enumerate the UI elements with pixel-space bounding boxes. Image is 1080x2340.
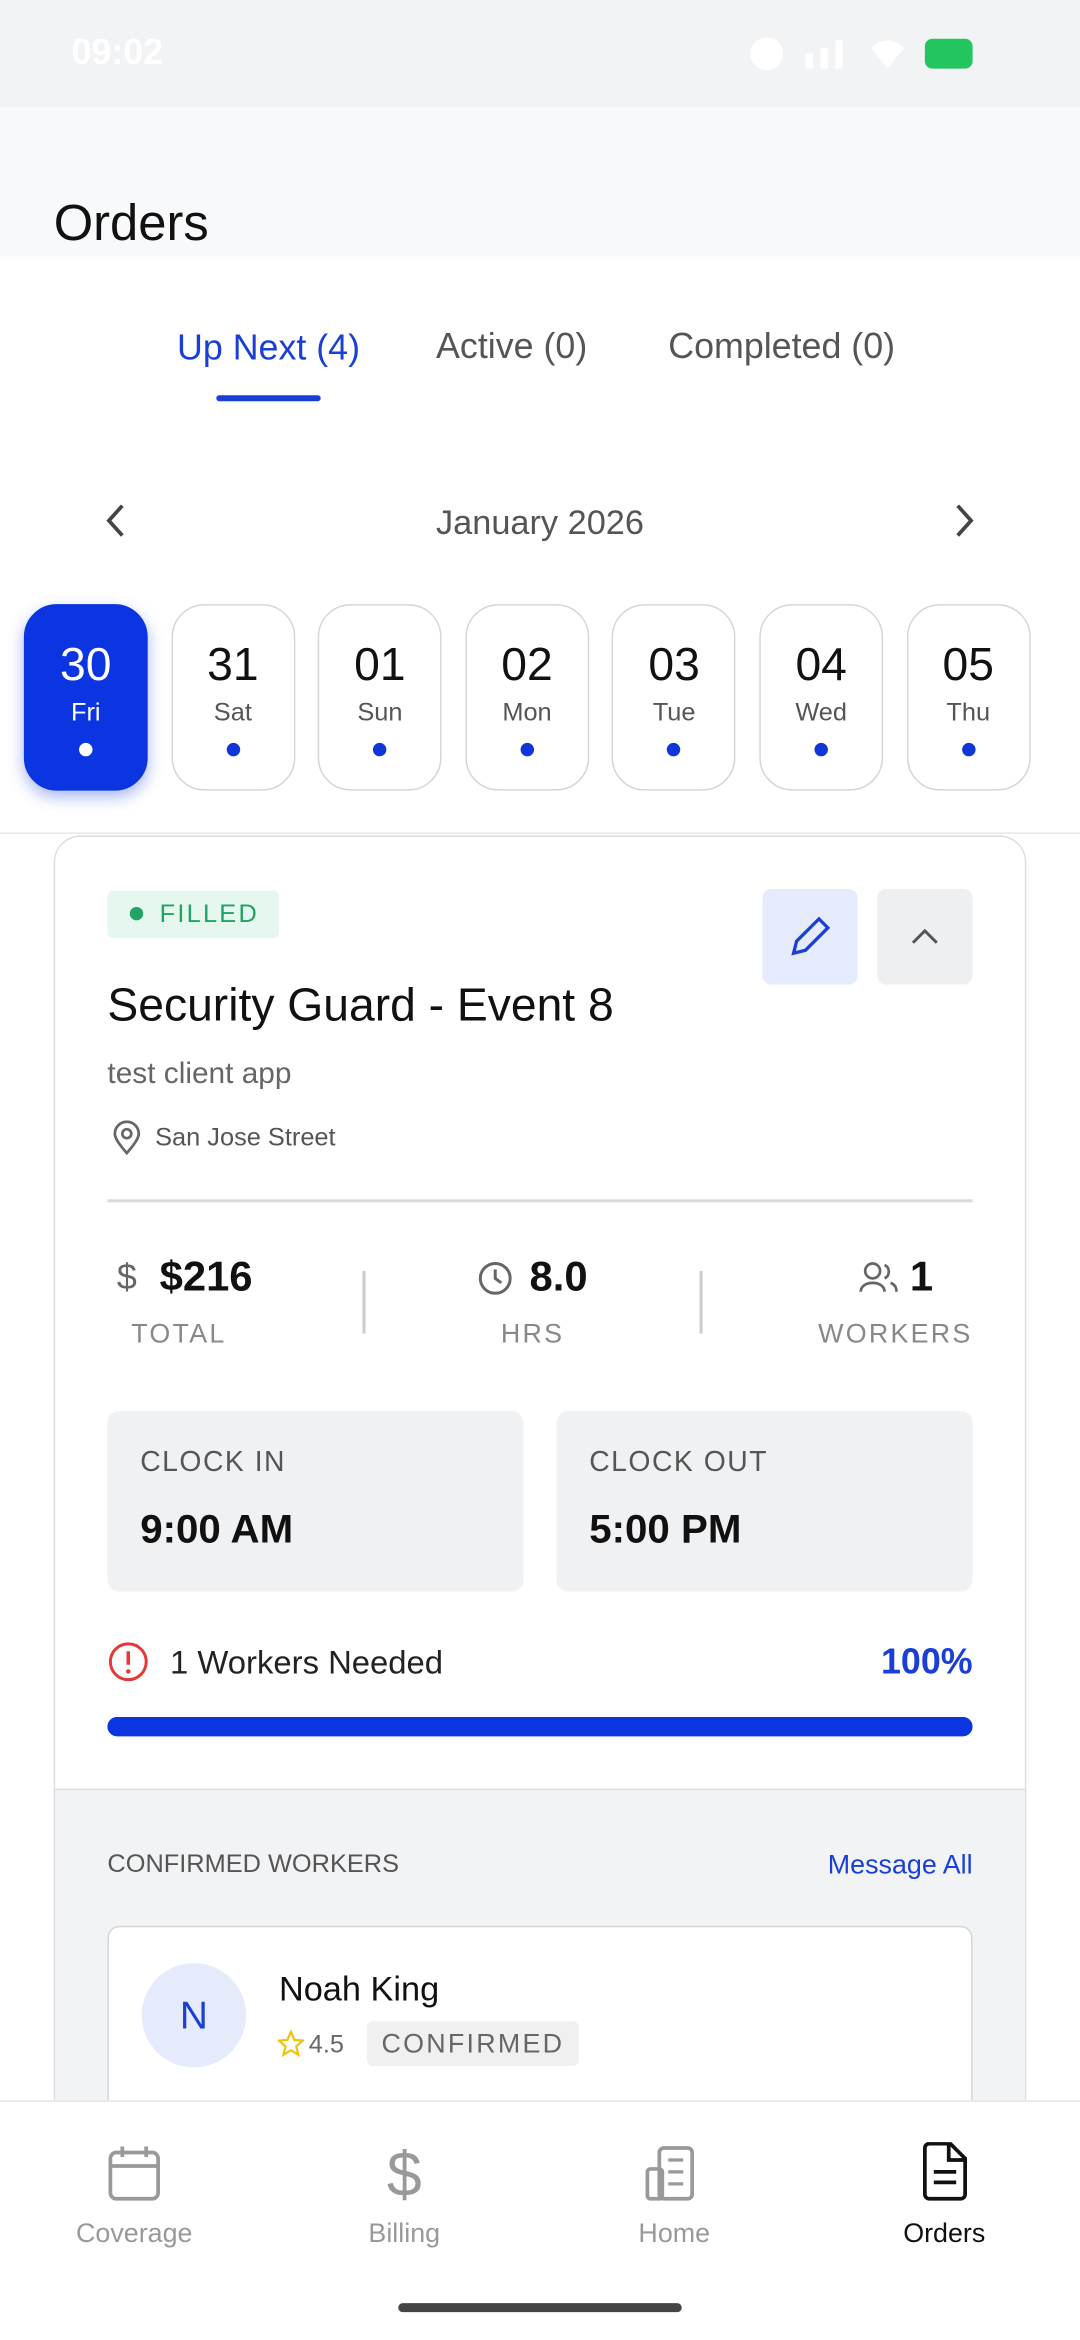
- weekday: Tue: [652, 698, 696, 727]
- stat-value: 8.0: [529, 1253, 588, 1300]
- day-number: 30: [60, 638, 112, 691]
- weekday: Wed: [795, 698, 848, 727]
- day-number: 01: [354, 638, 406, 691]
- stat-label: HRS: [500, 1318, 565, 1349]
- day-dot: [520, 742, 534, 757]
- client-name: test client app: [107, 1057, 292, 1091]
- clock-time: 5:00 PM: [589, 1506, 742, 1552]
- day-dot: [373, 742, 387, 757]
- page-title: Orders: [53, 195, 209, 253]
- day-dot: [226, 742, 240, 757]
- fill-percent: 100%: [881, 1642, 973, 1683]
- status-icons: [750, 37, 973, 71]
- status-time: 09:02: [71, 32, 164, 74]
- star-icon: [277, 2030, 305, 2058]
- weekday: Mon: [502, 698, 552, 727]
- avatar: N: [141, 1963, 247, 2068]
- separator: [699, 1270, 703, 1334]
- billing-icon[interactable]: $: [382, 2142, 427, 2205]
- nav-label[interactable]: Coverage: [76, 2218, 193, 2248]
- day[interactable]: 05 Thu: [906, 604, 1031, 791]
- stat-value: $216: [159, 1253, 253, 1300]
- nav-label[interactable]: Orders: [903, 2218, 986, 2248]
- stat-label: TOTAL: [131, 1318, 227, 1349]
- status-dot: [129, 906, 144, 921]
- progress-bar: [107, 1716, 973, 1737]
- day[interactable]: 01 Sun: [318, 604, 442, 791]
- workers-needed: 1 Workers Needed: [170, 1643, 444, 1682]
- weekday: Sun: [357, 698, 403, 727]
- weekday: Thu: [946, 698, 991, 727]
- location: San Jose Street: [155, 1123, 336, 1152]
- clock-time: 9:00 AM: [140, 1506, 294, 1552]
- divider: [107, 1199, 973, 1203]
- nav-label[interactable]: Billing: [368, 2218, 441, 2248]
- money-icon: $: [117, 1258, 137, 1297]
- tab-indicator: [216, 395, 321, 402]
- edit-button[interactable]: [762, 889, 858, 985]
- section-title: CONFIRMED WORKERS: [107, 1849, 400, 1879]
- month-label: January 2026: [436, 502, 644, 542]
- day-number: 02: [501, 638, 553, 691]
- workers-icon: [859, 1262, 898, 1293]
- clock-out-box: CLOCK OUT 5:00 PM: [556, 1411, 973, 1592]
- day[interactable]: 02 Mon: [465, 604, 589, 791]
- collapse-button[interactable]: [877, 889, 973, 985]
- location-icon: [113, 1120, 141, 1156]
- svg-text:$: $: [117, 1258, 137, 1297]
- header: [0, 107, 1080, 257]
- tab[interactable]: Up Next (4): [176, 328, 361, 369]
- message-all[interactable]: Message All: [827, 1849, 973, 1880]
- day-number: 03: [648, 638, 700, 691]
- day-dot: [961, 742, 975, 757]
- separator: [362, 1270, 366, 1334]
- next-month[interactable]: [946, 501, 982, 540]
- clock-label: CLOCK IN: [140, 1446, 287, 1479]
- day-number: 04: [795, 638, 847, 691]
- day[interactable]: 04 Wed: [759, 604, 884, 791]
- day[interactable]: 03 Tue: [612, 604, 736, 791]
- home-icon[interactable]: [644, 2145, 704, 2202]
- stat-label: WORKERS: [818, 1318, 973, 1349]
- alert-icon: [108, 1642, 148, 1682]
- day-number: 31: [207, 638, 259, 691]
- tab[interactable]: Completed (0): [668, 326, 896, 367]
- day-dot: [814, 742, 828, 757]
- worker-name: Noah King: [278, 1969, 440, 2008]
- day-dot: [667, 742, 681, 757]
- coverage-icon[interactable]: [107, 2145, 161, 2202]
- nav-label[interactable]: Home: [638, 2218, 711, 2248]
- rating: 4.5: [308, 2030, 345, 2059]
- weekday: Fri: [70, 698, 101, 727]
- stat-value: 1: [909, 1253, 934, 1300]
- day[interactable]: 31 Sat: [170, 604, 295, 791]
- day-dot: [79, 742, 93, 757]
- svg-text:$: $: [387, 2142, 422, 2205]
- divider: [0, 832, 1080, 834]
- home-indicator: [398, 2303, 682, 2313]
- bottom-nav: [0, 2100, 1080, 2339]
- status-bar: [0, 0, 1080, 108]
- prev-month[interactable]: [98, 501, 134, 540]
- orders-icon[interactable]: [919, 2142, 970, 2202]
- clock-in-box: CLOCK IN 9:00 AM: [107, 1411, 524, 1592]
- worker-status: CONFIRMED: [366, 2021, 579, 2067]
- weekday: Sat: [213, 698, 252, 727]
- order-title: Security Guard - Event 8: [107, 978, 614, 1031]
- clock-label: CLOCK OUT: [589, 1446, 769, 1479]
- day[interactable]: 30 Fri: [23, 604, 148, 791]
- clock-icon: [478, 1261, 512, 1295]
- day-number: 05: [942, 638, 994, 691]
- status-text: FILLED: [159, 899, 260, 928]
- tab[interactable]: Active (0): [436, 326, 588, 367]
